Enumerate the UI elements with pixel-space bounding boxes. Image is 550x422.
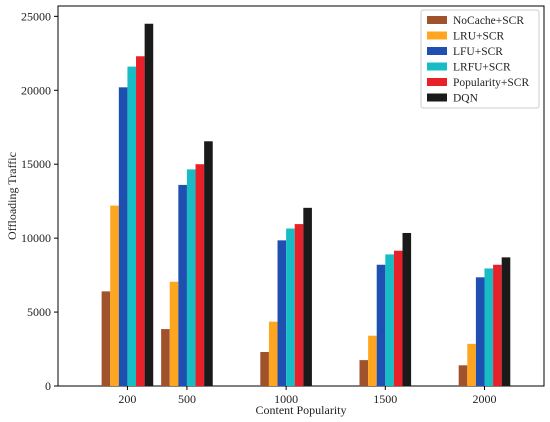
x-axis-label: Content Popularity: [256, 403, 347, 417]
bar-nocache-scr-1500: [359, 360, 369, 386]
bar-lru-scr-1500: [368, 335, 377, 386]
x-axis-ticks: 200 500 1000 1500 2000: [118, 386, 496, 406]
bar-lru-scr-2000: [467, 343, 476, 386]
bar-lfu-scr-500: [178, 184, 187, 386]
legend-swatch: [427, 62, 447, 71]
bars-layer: [101, 23, 511, 387]
x-tick-label: 1000: [274, 392, 298, 406]
bar-nocache-scr-200: [101, 291, 111, 386]
y-axis-label: Offloading Traffic: [5, 152, 19, 240]
legend-label: Popularity+SCR: [453, 77, 529, 89]
legend-label: NoCache+SCR: [453, 15, 524, 27]
bar-lfu-scr-2000: [475, 277, 485, 386]
bar-nocache-scr-500: [161, 329, 170, 386]
bar-dqn-200: [144, 23, 154, 387]
bar-lfu-scr-200: [118, 87, 128, 386]
y-tick-label: 5000: [27, 305, 51, 319]
bar-nocache-scr-2000: [458, 365, 468, 386]
y-tick-label: 15000: [21, 157, 51, 171]
x-tick-label: 500: [178, 392, 196, 406]
bar-lfu-scr-1000: [277, 240, 287, 386]
x-tick-label: 200: [118, 392, 136, 406]
bar-popularity-scr-200: [136, 56, 145, 387]
bar-lrfu-scr-1500: [385, 254, 394, 386]
legend-swatch: [427, 93, 447, 102]
bar-lrfu-scr-200: [127, 66, 137, 387]
bar-dqn-1000: [303, 207, 312, 386]
y-tick-label: 20000: [21, 83, 51, 97]
bar-lrfu-scr-500: [186, 169, 196, 386]
bar-popularity-scr-2000: [493, 264, 502, 386]
bar-dqn-500: [204, 141, 213, 386]
bar-popularity-scr-500: [195, 164, 205, 386]
legend-swatch: [427, 47, 447, 55]
legend-swatch: [427, 31, 447, 40]
legend-swatch: [427, 78, 447, 86]
legend: NoCache+SCR LRU+SCR LFU+SCR LRFU+SCR Popular…: [420, 9, 540, 109]
x-tick-label: 1500: [373, 392, 397, 406]
legend-label: LFU+SCR: [453, 46, 503, 58]
bar-lfu-scr-1500: [376, 264, 386, 386]
y-axis-ticks: 0 5000 10000 15000 20000 25000: [21, 9, 58, 393]
legend-box: [420, 9, 540, 109]
bar-lru-scr-1000: [268, 321, 278, 386]
bar-lru-scr-200: [110, 205, 119, 386]
bar-dqn-1500: [402, 232, 412, 386]
bar-popularity-scr-1500: [393, 250, 403, 386]
y-tick-label: 25000: [21, 9, 51, 23]
legend-label: LRFU+SCR: [453, 62, 511, 74]
bar-popularity-scr-1000: [294, 224, 304, 386]
bar-lrfu-scr-1000: [286, 228, 295, 386]
bar-lrfu-scr-2000: [484, 268, 494, 386]
bar-lru-scr-500: [169, 281, 179, 386]
legend-swatch: [427, 16, 447, 24]
legend-label: LRU+SCR: [453, 31, 505, 43]
x-tick-label: 2000: [472, 392, 496, 406]
y-tick-label: 0: [45, 379, 51, 393]
bar-dqn-2000: [501, 257, 511, 386]
legend-label: DQN: [453, 93, 479, 105]
y-tick-label: 10000: [21, 231, 51, 245]
bar-nocache-scr-1000: [260, 351, 269, 386]
